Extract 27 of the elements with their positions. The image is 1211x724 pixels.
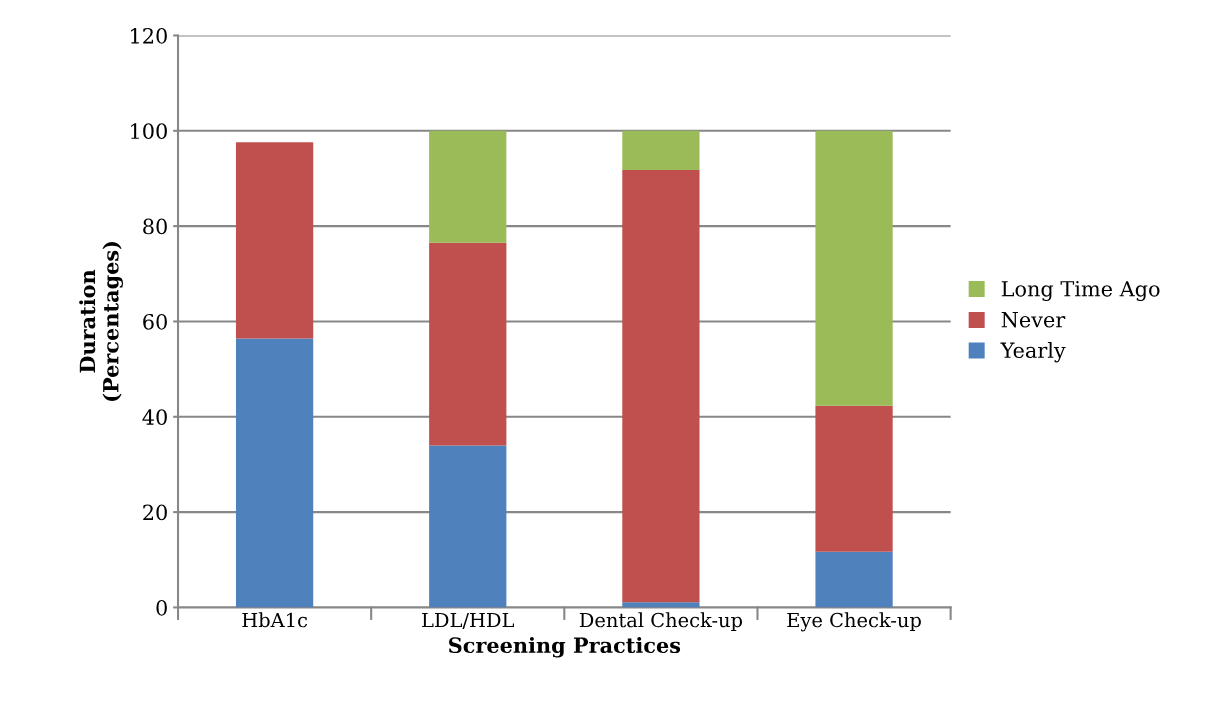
legend-label: Never (1001, 312, 1066, 328)
y-axis-title: Duration (Percentages) (79, 242, 123, 401)
bar (622, 169, 700, 603)
y-tick-label: 80 (143, 218, 167, 235)
x-axis-title: Screening Practices (449, 636, 681, 658)
bar (815, 405, 893, 552)
bar (429, 242, 507, 446)
y-tick-label: 120 (131, 27, 167, 44)
bar (429, 445, 507, 608)
bar (235, 338, 314, 608)
bar (235, 142, 314, 339)
bar (622, 602, 700, 608)
x-tick-label: LDL/HDL (422, 612, 514, 629)
x-tick-label: Dental Check-up (579, 612, 743, 632)
bar (429, 130, 507, 243)
legend-label: Long Time Ago (1001, 281, 1160, 301)
bar (815, 130, 893, 406)
y-tick-label: 100 (131, 123, 167, 140)
y-tick-label: 40 (142, 409, 167, 425)
bar (815, 551, 893, 608)
bar (622, 130, 700, 170)
x-tick-label: HbA1c (242, 612, 308, 628)
y-tick-label: 60 (143, 313, 167, 330)
y-tick-label: 20 (143, 504, 167, 521)
x-tick-label: Eye Check-up (787, 612, 921, 632)
y-tick-label: 0 (156, 599, 167, 616)
legend-label: Yearly (1000, 341, 1066, 363)
